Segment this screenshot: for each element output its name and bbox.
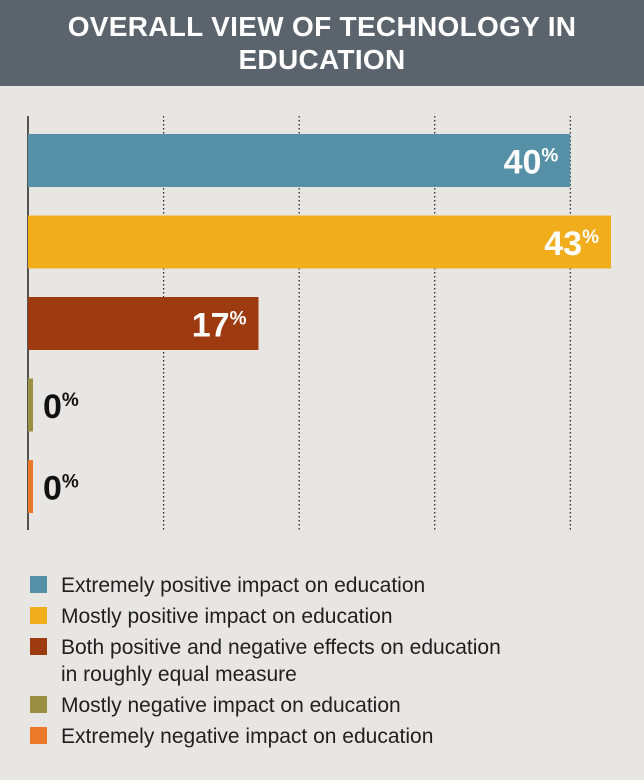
legend-item-extremely-positive: Extremely positive impact on education: [30, 572, 630, 599]
chart-title: OVERALL VIEW OF TECHNOLOGY IN EDUCATION: [67, 11, 577, 75]
legend-item-mostly-negative: Mostly negative impact on education: [30, 692, 630, 719]
data-label: 0%: [43, 388, 79, 426]
data-label: 17%: [192, 307, 247, 345]
legend-label: Both positive and negative effects on ed…: [61, 636, 501, 686]
legend-item-both: Both positive and negative effects on ed…: [30, 634, 630, 688]
data-label: 0%: [43, 470, 79, 508]
legend-swatch: [30, 576, 47, 593]
bar: [28, 297, 259, 350]
legend-swatch: [30, 607, 47, 624]
data-label: 40%: [504, 144, 559, 182]
legend-swatch: [30, 638, 47, 655]
legend-label: Extremely positive impact on education: [61, 574, 426, 597]
bar: [28, 460, 33, 513]
legend-label: Mostly positive impact on education: [61, 605, 393, 628]
legend-label: Extremely negative impact on education: [61, 725, 434, 748]
bar-chart: 40% 43% 17% 0% 0%: [27, 116, 611, 530]
legend-swatch: [30, 696, 47, 713]
legend-item-extremely-negative: Extremely negative impact on education: [30, 723, 630, 750]
legend-label: Mostly negative impact on education: [61, 694, 401, 717]
legend: Extremely positive impact on education M…: [30, 572, 630, 754]
chart-header: OVERALL VIEW OF TECHNOLOGY IN EDUCATION: [0, 0, 644, 86]
legend-item-mostly-positive: Mostly positive impact on education: [30, 603, 630, 630]
bar: [28, 378, 33, 432]
bar: [28, 215, 611, 269]
bar: [28, 134, 571, 187]
data-label: 43%: [544, 225, 599, 263]
legend-swatch: [30, 727, 47, 744]
